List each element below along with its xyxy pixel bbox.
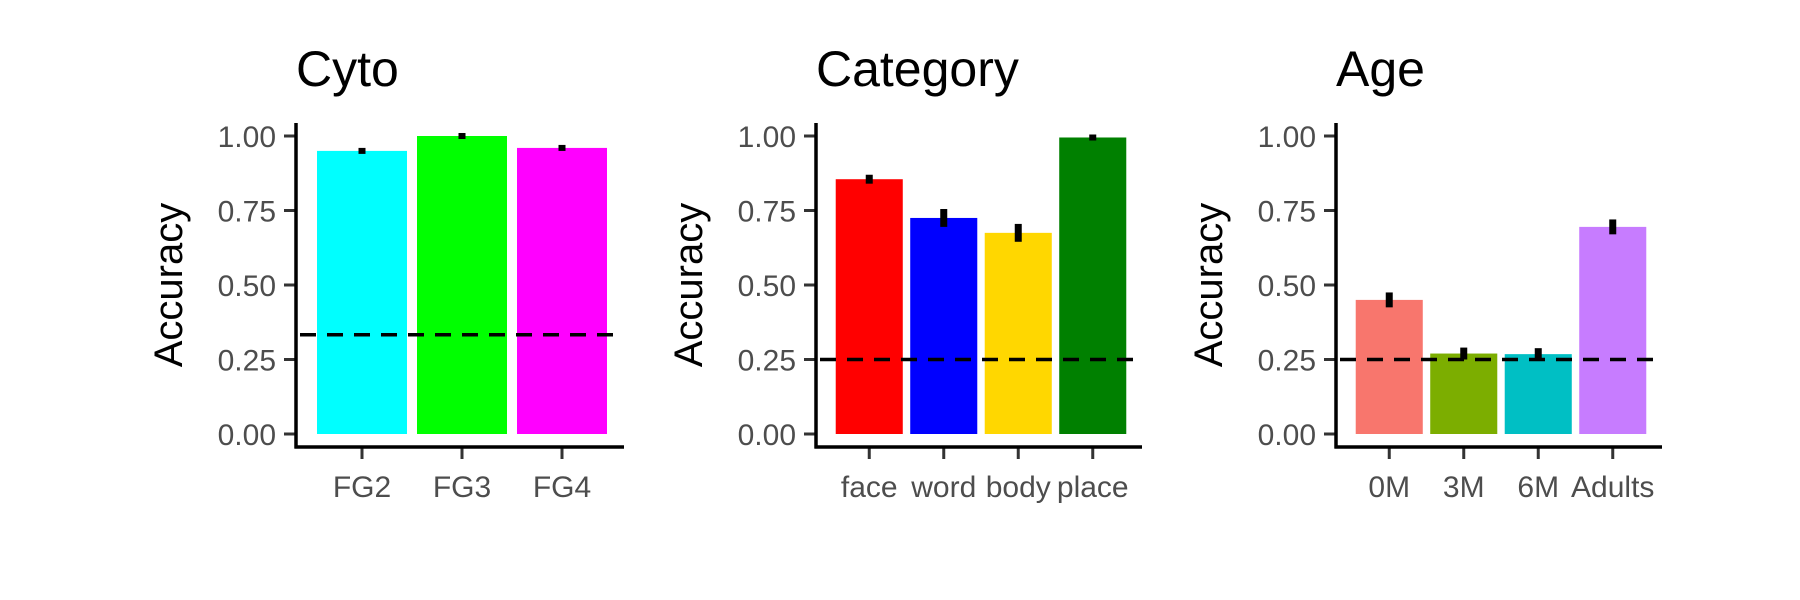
y-axis-label: Accuracy	[1187, 203, 1231, 368]
x-tick-label: FG2	[333, 471, 391, 504]
x-tick-label: FG4	[533, 471, 591, 504]
panel-title: Cyto	[296, 41, 399, 97]
y-axis-label: Accuracy	[147, 203, 191, 368]
x-tick-label: 3M	[1443, 471, 1485, 504]
x-tick-label: 0M	[1368, 471, 1410, 504]
y-tick-label: 1.00	[218, 121, 276, 154]
y-tick-label: 0.50	[738, 270, 796, 303]
y-tick-label: 1.00	[1258, 121, 1316, 154]
x-tick-label: FG3	[433, 471, 491, 504]
y-axis-label: Accuracy	[667, 203, 711, 368]
y-tick-label: 0.00	[1258, 419, 1316, 452]
chart-panel-age: Age Accuracy 0M 3M 6M Adults 0.00 0.25 0.50 0.75 1…	[1187, 41, 1662, 504]
panel-title: Category	[816, 41, 1019, 97]
bar-fg4	[517, 147, 607, 435]
y-tick-label: 0.25	[738, 345, 796, 378]
x-tick-label: face	[841, 471, 898, 504]
y-tick-label: 0.75	[218, 196, 276, 229]
y-tick-label: 0.50	[218, 270, 276, 303]
bar-3m	[1430, 353, 1498, 434]
y-tick-label: 0.25	[1258, 345, 1316, 378]
x-tick-label: body	[986, 471, 1051, 504]
bar-adults	[1579, 226, 1647, 434]
y-tick-label: 0.50	[1258, 270, 1316, 303]
bar-body	[984, 232, 1052, 434]
bar-fg2	[317, 150, 407, 434]
y-tick-label: 0.00	[218, 419, 276, 452]
bar-face	[835, 179, 903, 434]
chart-panel-cyto: Cyto Accuracy FG2 FG3 FG4 0.00 0.25 0.50 0.75 1.0…	[147, 41, 624, 504]
bar-fg3	[417, 136, 507, 434]
x-tick-label: word	[910, 471, 976, 504]
x-tick-label: 6M	[1517, 471, 1559, 504]
y-tick-label: 0.75	[738, 196, 796, 229]
bar-place	[1059, 137, 1127, 435]
bar-0m	[1355, 299, 1423, 434]
bar-6m	[1504, 354, 1572, 434]
chart-panel-category: Category Accuracy face word body place 0.00 0.2…	[667, 41, 1142, 504]
panel-title: Age	[1336, 41, 1425, 97]
y-tick-label: 0.75	[1258, 196, 1316, 229]
x-tick-label: place	[1057, 471, 1129, 504]
y-tick-label: 0.00	[738, 419, 796, 452]
x-tick-label: Adults	[1571, 471, 1654, 504]
y-tick-label: 1.00	[738, 121, 796, 154]
y-tick-label: 0.25	[218, 345, 276, 378]
bar-word	[910, 217, 978, 434]
